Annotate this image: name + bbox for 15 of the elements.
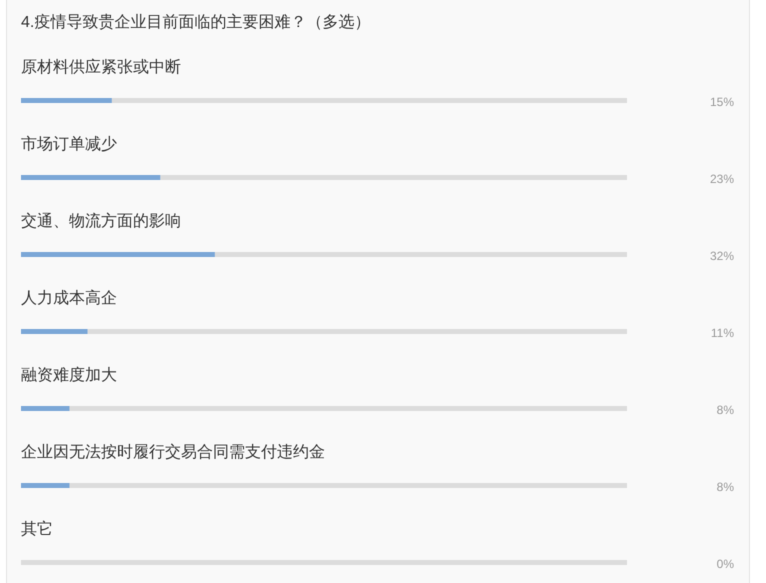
value-label: 11% [710,326,734,340]
value-label: 32% [710,249,734,263]
category-label: 交通、物流方面的影响 [21,213,181,230]
category-label: 其它 [21,521,53,538]
category-label: 市场订单减少 [21,136,117,153]
category-label: 原材料供应紧张或中断 [21,59,181,76]
value-label: 0% [716,557,734,571]
value-label: 15% [710,95,734,109]
category-label: 企业因无法按时履行交易合同需支付违约金 [21,444,325,461]
category-label: 人力成本高企 [21,290,117,307]
category-label: 融资难度加大 [21,367,117,384]
value-label: 23% [710,172,734,186]
value-label: 8% [716,480,734,494]
title: 4.疫情导致贵企业目前面临的主要困难？（多选） [21,14,370,31]
value-label: 8% [716,403,734,417]
